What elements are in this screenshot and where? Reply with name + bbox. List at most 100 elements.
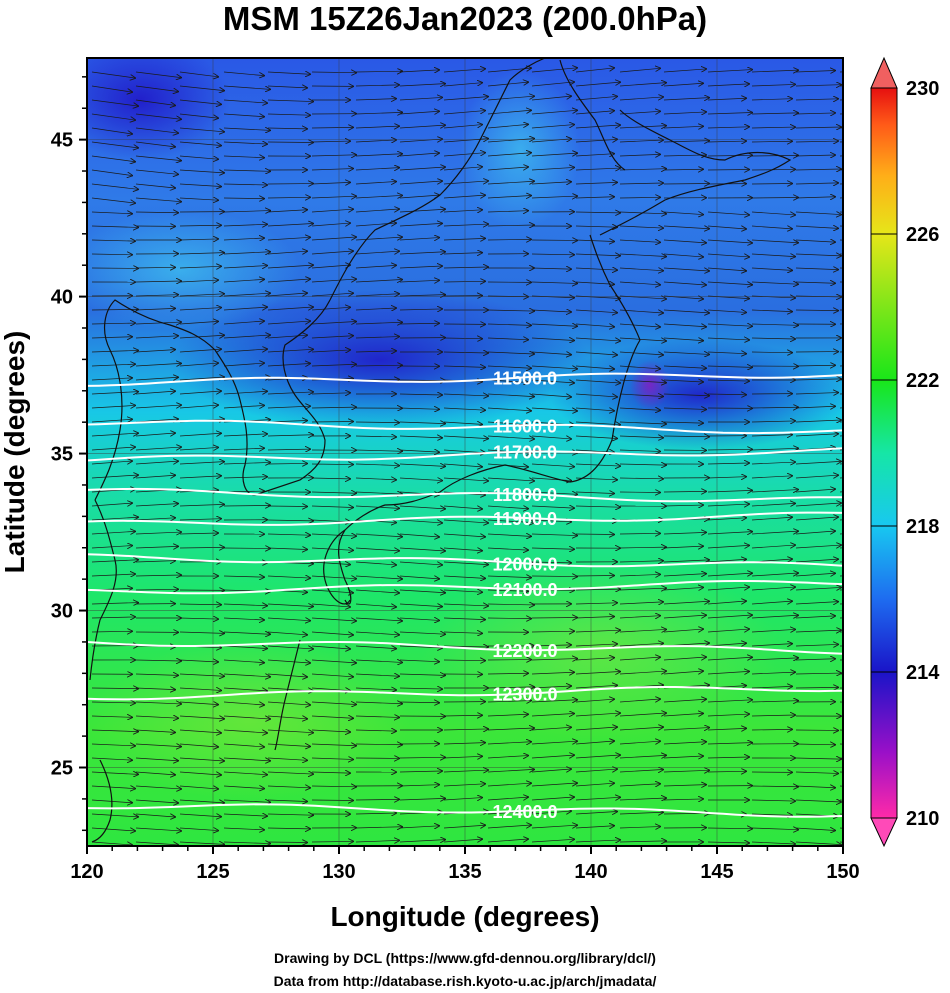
wind-arrow bbox=[399, 757, 445, 758]
wind-arrow bbox=[795, 282, 835, 283]
wind-arrow bbox=[267, 674, 307, 677]
wind-arrow bbox=[355, 464, 399, 466]
wind-arrow bbox=[311, 478, 350, 479]
height-contours: 11500.0 11600.0 11700.0 11800.0 11900.0 12000… bbox=[87, 368, 843, 822]
wind-arrow bbox=[619, 254, 666, 257]
wind-arrow bbox=[707, 743, 752, 744]
wind-arrow bbox=[91, 254, 132, 255]
wind-arrow bbox=[487, 196, 531, 198]
wind-arrow bbox=[91, 113, 135, 120]
wind-arrow bbox=[619, 588, 666, 590]
wind-arrow bbox=[355, 799, 399, 800]
wind-arrow bbox=[795, 545, 841, 548]
wind-arrow bbox=[575, 727, 617, 730]
wind-arrow bbox=[311, 182, 350, 184]
wind-arrow bbox=[751, 197, 798, 198]
wind-arrow bbox=[135, 786, 181, 789]
wind-arrow bbox=[751, 113, 798, 114]
wind-arrow bbox=[795, 461, 841, 464]
wind-arrow bbox=[311, 674, 353, 677]
wind-arrow bbox=[795, 659, 835, 660]
wind-arrow bbox=[619, 140, 663, 142]
wind-arrow bbox=[179, 674, 224, 676]
colorbar-label: 218 bbox=[906, 516, 939, 538]
wind-arrow bbox=[179, 141, 221, 146]
wind-arrow bbox=[531, 436, 571, 439]
wind-arrow bbox=[91, 772, 138, 774]
wind-arrow bbox=[135, 814, 175, 817]
warm-patch-southwest bbox=[90, 640, 410, 800]
coastline-ryukyu bbox=[274, 639, 301, 751]
x-tick-label: 125 bbox=[196, 861, 229, 883]
wind-arrow bbox=[531, 811, 571, 814]
wind-arrow bbox=[223, 252, 270, 254]
coastline-japan-honshu bbox=[338, 339, 641, 605]
wind-arrow bbox=[135, 561, 175, 562]
wind-arrow bbox=[443, 224, 488, 226]
wind-arrow bbox=[399, 323, 439, 324]
colorbar: 230 226 222 218 214 210 bbox=[870, 56, 940, 848]
wind-arrow bbox=[267, 392, 313, 394]
wind-arrow bbox=[443, 576, 485, 578]
wind-arrow bbox=[179, 660, 218, 662]
wind-arrow bbox=[487, 520, 534, 523]
wind-arrow bbox=[575, 755, 620, 758]
wind-arrow bbox=[575, 394, 617, 397]
wind-arrow bbox=[707, 728, 746, 730]
coastline-sakhalin bbox=[559, 59, 626, 171]
wind-arrow bbox=[399, 280, 439, 282]
wind-arrow bbox=[575, 408, 614, 411]
wind-arrow bbox=[91, 169, 132, 176]
wind-arrow bbox=[399, 223, 442, 226]
wind-arrow bbox=[135, 350, 175, 352]
wind-arrow bbox=[619, 450, 660, 451]
wind-arrow bbox=[267, 449, 310, 450]
warm-patch-north bbox=[460, 70, 580, 230]
wind-arrow bbox=[663, 546, 703, 548]
wind-arrow bbox=[663, 380, 703, 382]
wind-arrow bbox=[795, 310, 838, 311]
wind-arrow bbox=[179, 335, 224, 338]
wind-arrow bbox=[399, 826, 439, 828]
wind-arrow bbox=[399, 632, 445, 634]
wind-arrow bbox=[267, 251, 307, 254]
wind-arrow bbox=[311, 237, 356, 240]
wind-arrow bbox=[91, 531, 135, 534]
wind-arrow bbox=[751, 310, 792, 312]
wind-arrow bbox=[751, 587, 795, 590]
wind-arrow bbox=[399, 181, 442, 184]
wind-arrow bbox=[795, 141, 838, 142]
wind-arrow bbox=[311, 72, 356, 73]
wind-arrow bbox=[223, 772, 267, 775]
wind-arrow bbox=[179, 702, 218, 705]
wind-arrow bbox=[267, 279, 310, 282]
wind-arrow bbox=[795, 70, 835, 72]
wind-arrow bbox=[223, 71, 264, 76]
contour-label: 12100.0 bbox=[492, 580, 557, 600]
wind-arrow bbox=[399, 798, 445, 800]
wind-arrow bbox=[619, 240, 660, 242]
wind-arrow bbox=[355, 140, 396, 142]
wind-arrow bbox=[267, 86, 307, 88]
wind-arrow bbox=[531, 576, 577, 577]
wind-arrow bbox=[135, 730, 175, 732]
wind-arrow bbox=[355, 422, 399, 423]
wind-arrow bbox=[575, 197, 614, 198]
wind-arrow bbox=[795, 559, 838, 562]
wind-arrow bbox=[707, 518, 746, 520]
wind-arrow bbox=[443, 408, 485, 410]
wind-arrow bbox=[487, 181, 534, 184]
contour-line bbox=[87, 803, 843, 818]
wind-arrow bbox=[443, 83, 482, 87]
wind-arrow bbox=[223, 477, 267, 478]
wind-arrow bbox=[267, 265, 313, 268]
wind-arrow bbox=[267, 814, 313, 815]
wind-arrow bbox=[751, 435, 792, 436]
coastline-asian-mainland bbox=[329, 58, 546, 301]
wind-arrow bbox=[443, 604, 488, 606]
wind-arrow bbox=[399, 408, 439, 409]
wind-arrow bbox=[531, 797, 574, 800]
wind-arrow bbox=[399, 702, 439, 703]
x-axis-title: Longitude (degrees) bbox=[330, 901, 599, 932]
wind-arrow bbox=[355, 71, 402, 72]
